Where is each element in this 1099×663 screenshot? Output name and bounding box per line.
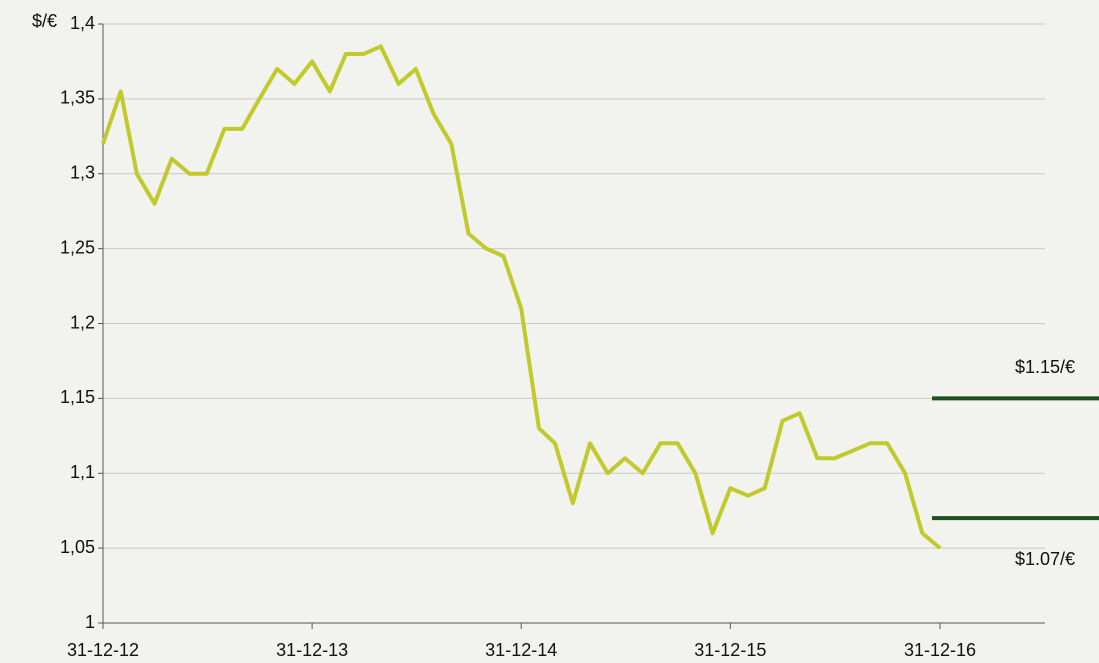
y-tick-label: 1,3 [70,163,95,183]
line [101,44,942,550]
x-tick-label: 31-12-16 [904,640,976,660]
y-tick-label: 1,2 [70,312,95,332]
y-tick-label: 1,1 [70,462,95,482]
y-tick-label: 1,15 [60,387,95,407]
y-axis-label: $/€ [32,11,57,31]
x-tick-label: 31-12-15 [694,640,766,660]
y-tick-label: 1,35 [60,88,95,108]
y-tick-label: 1 [85,612,95,632]
annotation: $1.07/€ [1015,549,1075,569]
x-tick-label: 31-12-13 [276,640,348,660]
x-tick-label: 31-12-12 [67,640,139,660]
y-tick-label: 1,4 [70,13,95,33]
y-tick-label: 1,25 [60,237,95,257]
x-tick-label: 31-12-14 [485,640,557,660]
annotation: $1.15/€ [1015,357,1075,377]
y-tick-label: 1,05 [60,537,95,557]
